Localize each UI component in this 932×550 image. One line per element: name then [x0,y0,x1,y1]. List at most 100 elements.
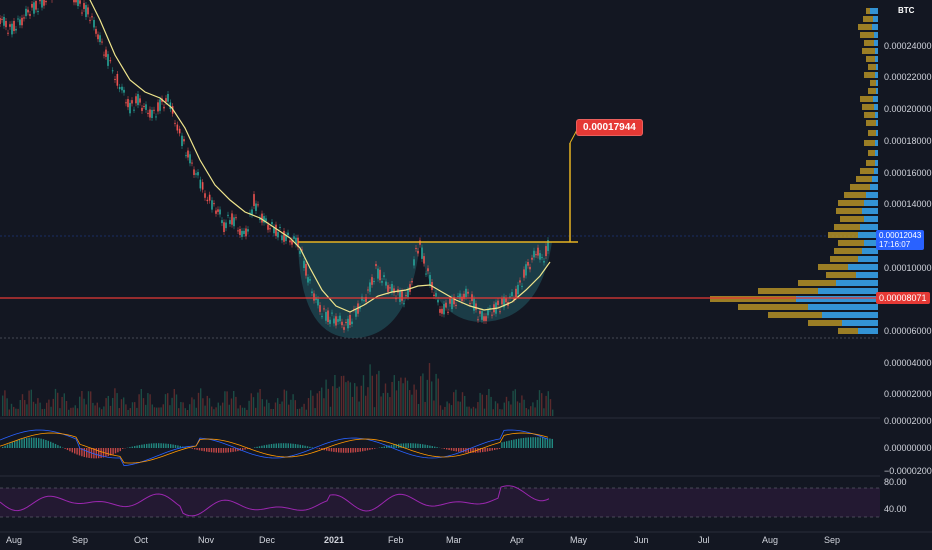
macd-histogram-bar [105,448,107,457]
candle-body [13,20,15,32]
candle-body [231,213,233,225]
macd-histogram-bar [146,443,148,448]
volume-bar [270,408,272,416]
volume-profile-row [860,168,878,174]
volume-bar [114,388,116,416]
candle-body [267,224,269,230]
candle-body [517,284,519,295]
time-axis[interactable]: Aug Sep Oct Nov Dec 2021 Feb Mar Apr May Jun Jul Aug… [0,532,880,550]
bar-countdown: 17:16:07 [879,240,911,249]
volume-bar [32,401,35,416]
macd-histogram-bar [508,440,510,448]
volume-profile-row-up [808,304,878,310]
candle-body [309,279,311,281]
volume-profile-row-up [836,280,878,286]
candle-body [519,280,521,283]
volume-bar [131,402,134,416]
volume-bar [76,408,79,416]
candle-body [133,109,135,111]
candle-body [337,319,339,322]
candle-body [293,236,295,239]
macd-histogram-bar [239,448,241,451]
candle-body [277,232,279,238]
volume-profile-row [862,104,878,110]
volume-bar [545,395,547,416]
current-price-value: 0.00012043 [879,231,922,240]
candle-body [178,128,181,134]
volume-bar [138,394,140,416]
candle-body [247,229,249,232]
macd-histogram-bar [393,444,395,448]
macd-indicator [0,429,553,467]
macd-histogram-bar [222,448,225,453]
volume-profile-row [828,232,878,238]
candle-body [21,17,23,26]
volume-bar [527,409,530,416]
macd-histogram-bar [357,448,359,453]
macd-histogram-bar [306,446,309,448]
candle-body [219,209,221,215]
candle-body [27,9,29,13]
price-axis-label: 0.00020000 [884,104,932,114]
candle-body [201,182,204,190]
candle-body [105,49,107,57]
candle-body [79,0,81,4]
candle-body [403,303,405,305]
candle-body [451,297,453,310]
macd-histogram-bar [129,447,131,448]
candle-body [255,203,257,211]
volume-bar [195,407,197,416]
macd-histogram-bar [131,446,133,448]
macd-histogram-bar [246,448,249,450]
macd-histogram-bar [158,443,160,448]
macd-histogram-bar [510,440,513,448]
volume-bar [118,408,120,416]
macd-histogram-bar [81,448,83,457]
volume-profile-row [870,80,878,86]
candle-body [537,247,539,256]
macd-histogram-bar [292,443,294,448]
macd-histogram-bar [436,447,438,448]
macd-histogram-bar [302,445,304,448]
volume-bar [2,395,4,416]
macd-histogram-bar [328,448,330,452]
candle-body [389,287,391,289]
volume-bar [175,394,178,416]
volume-bar [173,388,175,416]
volume-bar [400,377,402,416]
candle-body [301,249,303,251]
volume-bar [369,364,371,416]
volume-bar [63,393,65,416]
macd-histogram-bar [551,438,553,448]
candle-body [409,284,411,292]
macd-histogram-bar [174,444,177,448]
volume-bar [508,401,510,416]
macd-histogram-bar [455,448,457,452]
volume-bar [50,406,52,416]
time-axis-label: Sep [824,535,841,545]
volume-bar [444,406,446,416]
volume-profile-row [868,150,878,156]
volume-bar [332,386,334,416]
candle-body [7,32,9,34]
candle-body [523,269,525,278]
macd-histogram-bar [350,448,352,453]
volume-bar [505,396,508,416]
candle-body [295,237,297,245]
candle-body [463,293,465,299]
candle-body [19,19,21,26]
volume-profile-row [838,200,878,206]
price-axis[interactable]: 0.00024000 0.00022000 0.00020000 0.00018000… [880,0,932,532]
macd-histogram-bar [335,448,337,453]
macd-histogram-bar [470,448,472,453]
candle-body [511,292,513,297]
candle-body [457,295,459,297]
target-price-badge[interactable]: 0.00017944 [576,119,643,136]
volume-bar [160,407,162,416]
candle-body [427,268,429,272]
candle-body [313,293,315,301]
volume-bar [303,403,305,416]
macd-histogram-bar [71,448,73,453]
candle-body [121,86,123,91]
